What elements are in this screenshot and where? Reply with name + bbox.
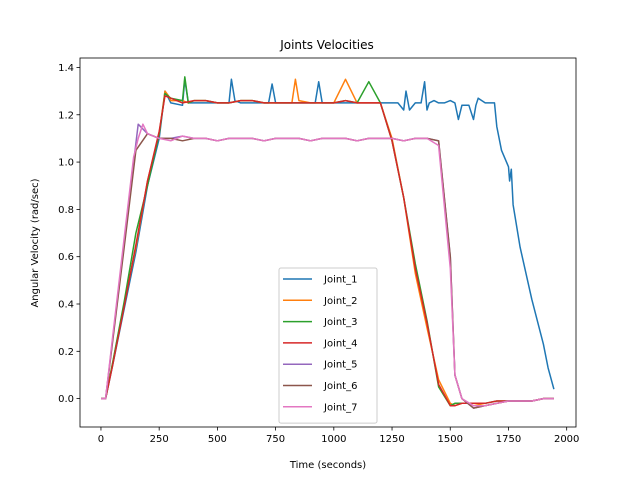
x-tick-label: 2000: [554, 434, 579, 445]
x-tick-label: 750: [266, 434, 285, 445]
x-tick-label: 1000: [321, 434, 346, 445]
series-line-7: [101, 123, 554, 407]
plot-lines: [101, 76, 555, 409]
x-axis: 0 250 500 750 1000 1250 1500 1750 2000: [98, 427, 579, 445]
y-tick-label: 1.2: [58, 110, 74, 121]
legend-label: Joint_5: [323, 360, 357, 371]
legend-label: Joint_3: [323, 317, 357, 328]
y-tick-label: 0.4: [58, 300, 74, 311]
x-tick-label: 500: [208, 434, 227, 445]
x-tick-label: 1750: [496, 434, 521, 445]
legend-label: Joint_7: [323, 402, 357, 413]
y-axis-label: Angular Velocity (rad/sec): [30, 178, 41, 307]
plot-frame: [79, 57, 577, 428]
y-tick-label: 1.4: [58, 63, 74, 74]
legend: Joint_1 Joint_2 Joint_3 Joint_4 Joint_5 Joint…: [278, 267, 378, 424]
y-tick-label: 1.0: [58, 158, 74, 169]
legend-label: Joint_1: [323, 275, 357, 286]
x-axis-label: Time (seconds): [289, 460, 366, 471]
x-tick-label: 1250: [379, 434, 404, 445]
chart-title: Joints Velocities: [279, 38, 374, 52]
legend-box: [278, 267, 378, 424]
y-tick-label: 0.8: [58, 205, 74, 216]
x-tick-label: 1500: [438, 434, 463, 445]
y-axis: 0.0 0.2 0.4 0.6 0.8 1.0 1.2 1.4: [58, 63, 80, 405]
y-tick-label: 0.2: [58, 347, 74, 358]
legend-label: Joint_4: [323, 338, 357, 349]
y-tick-label: 0.0: [58, 394, 74, 405]
legend-label: Joint_2: [323, 296, 357, 307]
y-tick-label: 0.6: [58, 252, 74, 263]
x-tick-label: 250: [150, 434, 169, 445]
series-line-4: [101, 95, 554, 407]
legend-label: Joint_6: [323, 381, 357, 392]
x-tick-label: 0: [98, 434, 104, 445]
